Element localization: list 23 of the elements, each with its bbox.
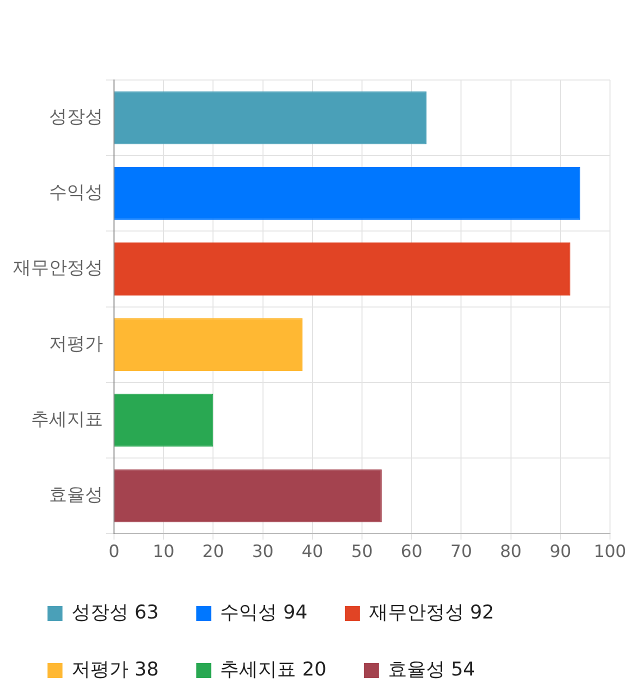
legend-label: 저평가 38 — [72, 658, 159, 680]
y-tick-label: 추세지표 — [31, 408, 103, 430]
x-tick-label: 90 — [550, 542, 572, 562]
x-tick-label: 60 — [400, 542, 422, 562]
x-tick-label: 0 — [108, 542, 120, 562]
x-tick-label: 50 — [351, 542, 373, 562]
y-tick-label: 효율성 — [49, 484, 103, 506]
y-tick-label: 성장성 — [49, 106, 103, 128]
x-tick-label: 10 — [152, 542, 174, 562]
y-tick-label: 재무안정성 — [13, 258, 103, 279]
x-tick-label: 80 — [500, 542, 522, 562]
x-tick-label: 20 — [202, 542, 224, 562]
y-tick-label: 수익성 — [49, 182, 103, 204]
legend-label: 추세지표 20 — [220, 658, 326, 680]
x-tick-label: 100 — [594, 542, 626, 562]
x-tick-label: 70 — [450, 542, 472, 562]
x-tick-label: 40 — [302, 542, 324, 562]
legend-label: 효율성 54 — [388, 658, 476, 680]
legend-label: 수익성 94 — [220, 601, 308, 624]
legend-label: 성장성 63 — [72, 601, 159, 624]
y-tick-label: 저평가 — [49, 333, 103, 354]
legend-label: 재무안정성 92 — [368, 601, 494, 624]
x-tick-label: 30 — [252, 542, 274, 562]
